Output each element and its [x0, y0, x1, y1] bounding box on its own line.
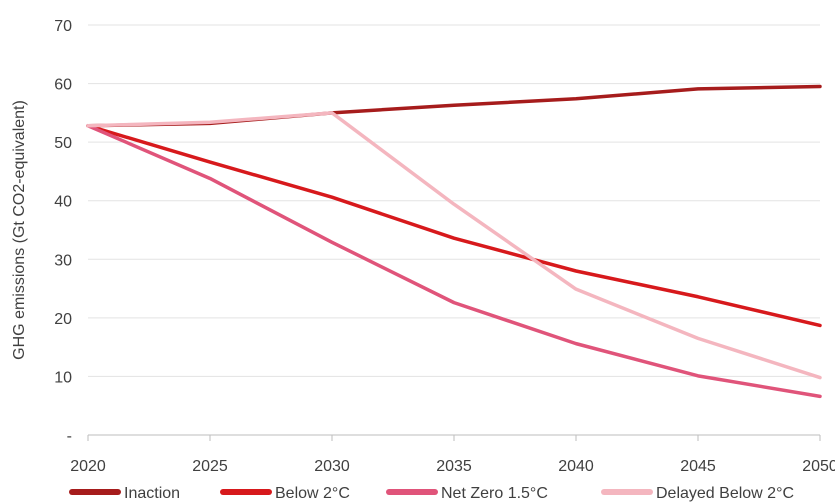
series-line-0 — [86, 84, 822, 128]
y-axis-label: GHG emissions (Gt CO2-equivalent) — [11, 100, 28, 360]
x-tick-label: 2050 — [802, 458, 835, 475]
legend-label: Net Zero 1.5°C — [441, 485, 548, 502]
x-tick-label: 2040 — [558, 458, 594, 475]
y-tick-label: - — [67, 428, 72, 445]
legend-label: Inaction — [124, 485, 180, 502]
y-tick-label: 10 — [54, 369, 72, 386]
legend-label: Delayed Below 2°C — [656, 485, 794, 502]
series-line-2 — [86, 123, 822, 399]
x-tick-label: 2030 — [314, 458, 350, 475]
series-lines — [86, 84, 822, 399]
y-tick-label: 70 — [54, 18, 72, 35]
y-tick-label: 30 — [54, 252, 72, 269]
y-tick-label: 60 — [54, 77, 72, 94]
legend-label: Below 2°C — [275, 485, 350, 502]
series-line-1 — [86, 123, 822, 328]
x-tick-label: 2045 — [680, 458, 716, 475]
y-tick-label: 50 — [54, 135, 72, 152]
series-line-3 — [86, 111, 822, 380]
y-tick-label: 20 — [54, 311, 72, 328]
x-tick-label: 2025 — [192, 458, 228, 475]
legend: Inaction Below 2°C Net Zero 1.5°C Delayed B… — [69, 485, 794, 502]
x-tick-label: 2020 — [70, 458, 106, 475]
gridlines — [88, 24, 820, 377]
x-tick-label: 2035 — [436, 458, 472, 475]
y-tick-label: 40 — [54, 194, 72, 211]
